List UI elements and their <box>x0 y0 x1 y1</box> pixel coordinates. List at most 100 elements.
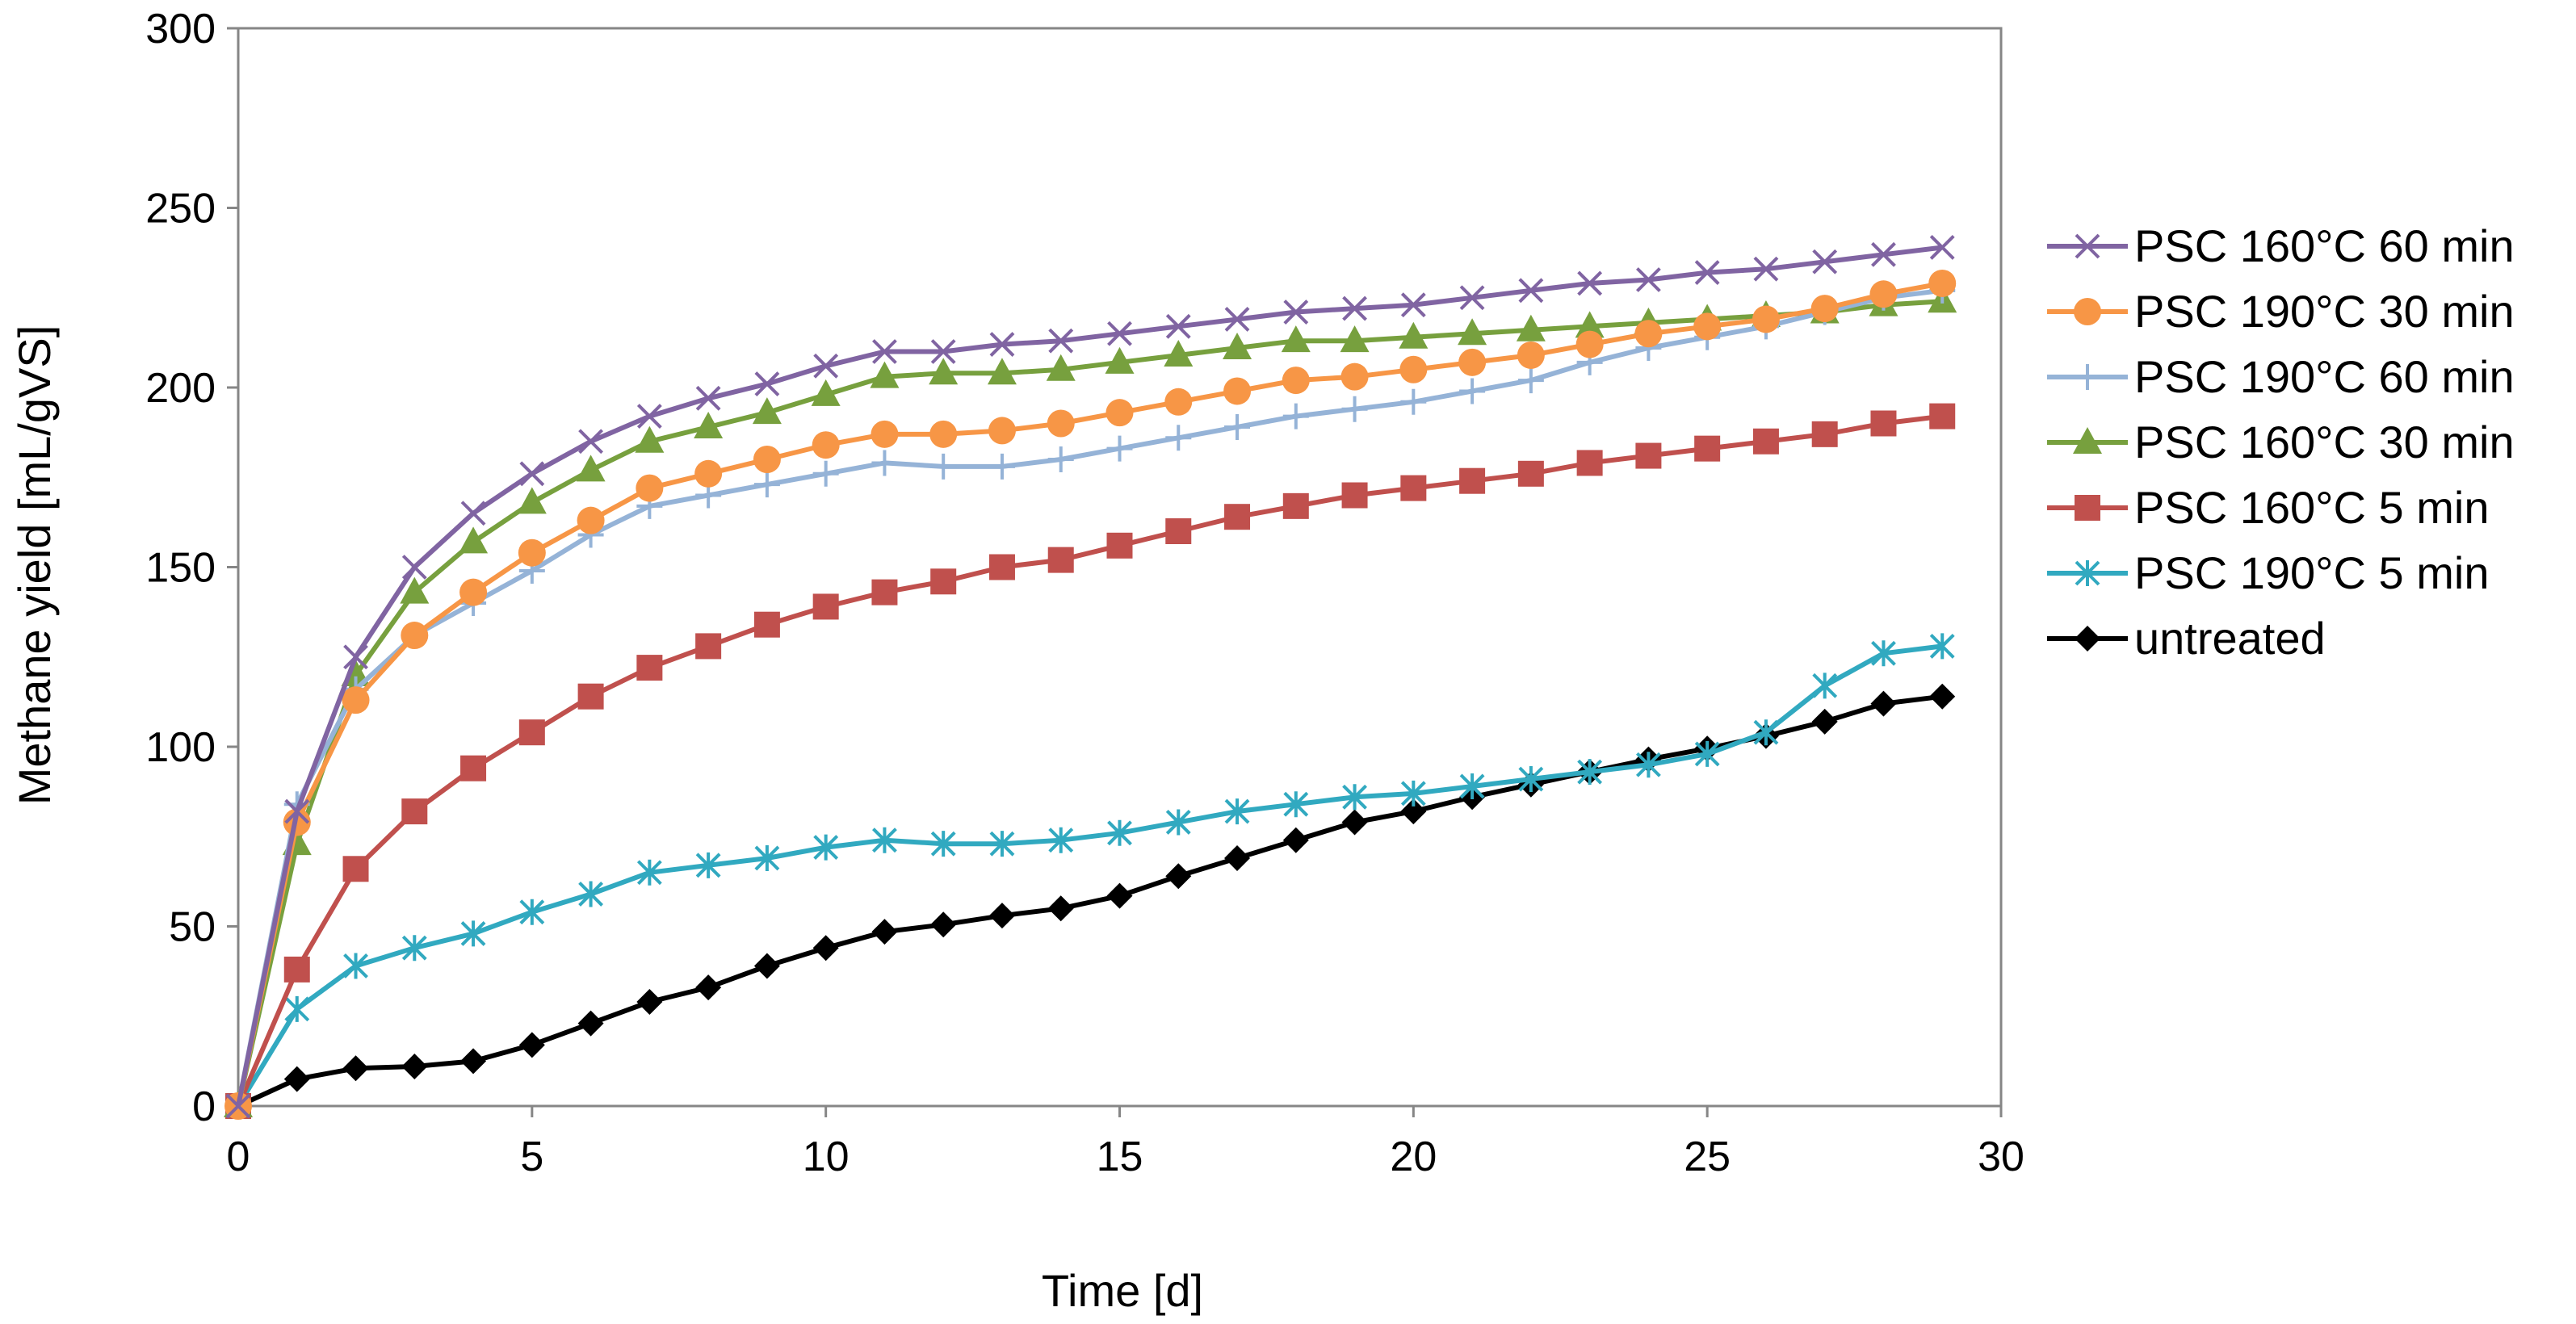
data-point <box>460 920 486 947</box>
data-point <box>1812 672 1838 699</box>
series-untreated <box>225 683 1956 1119</box>
data-point <box>1635 752 1661 778</box>
axis-layer: 0 50 100 150 200 250 300 0 5 10 15 20 25 30 <box>145 6 2024 1180</box>
data-point <box>1106 882 1133 909</box>
data-point <box>694 459 723 488</box>
data-point <box>1400 292 1426 318</box>
series-psc-190-c-30-min <box>224 269 1957 1120</box>
data-point <box>1283 791 1309 818</box>
data-point <box>930 831 956 857</box>
data-point <box>1871 640 1896 667</box>
x-tick-label: 10 <box>803 1133 850 1180</box>
data-point <box>283 1066 310 1092</box>
data-point <box>1282 492 1309 519</box>
data-point <box>459 578 488 606</box>
data-point <box>1399 321 1429 349</box>
data-point <box>1165 518 1192 544</box>
data-point <box>1224 413 1251 440</box>
data-point <box>1283 300 1309 325</box>
plot-area <box>237 27 2003 1108</box>
data-point <box>813 834 839 861</box>
data-point <box>400 576 430 604</box>
data-point <box>1869 280 1898 308</box>
data-point <box>517 487 547 514</box>
data-point <box>1282 367 1310 395</box>
data-point <box>1282 827 1309 853</box>
data-point <box>1577 270 1603 296</box>
legend-item: PSC 190°C 60 min <box>2047 351 2515 402</box>
data-point <box>577 683 604 710</box>
x-tick-label: 5 <box>520 1133 543 1180</box>
legend-item: PSC 160°C 60 min <box>2047 220 2515 271</box>
legend-marker <box>2075 364 2100 390</box>
data-point <box>1223 377 1252 405</box>
data-point <box>1518 278 1544 304</box>
data-point <box>871 450 898 476</box>
data-point <box>694 411 724 438</box>
data-point <box>930 911 957 938</box>
data-point <box>1753 256 1779 282</box>
data-point <box>1694 260 1720 286</box>
data-point <box>1517 367 1544 394</box>
data-point <box>754 844 780 871</box>
x-tick-label: 0 <box>227 1133 250 1180</box>
data-point <box>1048 827 1074 853</box>
data-point <box>284 798 310 824</box>
data-point <box>1459 467 1486 494</box>
y-tick-label: 100 <box>145 724 216 771</box>
data-point <box>1106 532 1133 559</box>
data-point <box>1812 249 1838 274</box>
data-point <box>635 425 665 453</box>
data-point <box>1635 267 1661 292</box>
data-point <box>1165 425 1192 451</box>
x-tick-label: 20 <box>1390 1133 1437 1180</box>
data-point <box>1694 740 1720 767</box>
data-point <box>518 1032 545 1058</box>
data-point <box>636 474 664 502</box>
data-point <box>460 755 487 781</box>
data-point <box>1224 504 1251 530</box>
legend-item: PSC 160°C 5 min <box>2047 482 2489 533</box>
data-point <box>578 881 604 907</box>
data-point <box>871 919 898 945</box>
data-point <box>989 831 1015 857</box>
y-tick-label: 50 <box>169 904 216 951</box>
legend-marker <box>2075 233 2100 259</box>
data-point <box>1518 766 1544 793</box>
legend-label: untreated <box>2134 613 2326 664</box>
data-point <box>342 1055 369 1082</box>
series-line <box>236 299 1943 1107</box>
data-point <box>1281 325 1311 353</box>
data-point <box>1400 475 1427 501</box>
data-point <box>812 935 839 962</box>
data-point <box>1340 362 1369 391</box>
data-point <box>1517 460 1544 487</box>
data-point <box>1223 333 1252 360</box>
data-point <box>929 420 958 448</box>
data-point <box>1164 388 1193 416</box>
data-point <box>342 686 370 714</box>
data-point <box>987 358 1017 385</box>
legend-label: PSC 190°C 5 min <box>2134 547 2489 598</box>
data-point <box>1811 708 1838 735</box>
data-point <box>401 935 427 962</box>
series-layer <box>224 235 1957 1120</box>
legend-label: PSC 160°C 60 min <box>2134 220 2515 271</box>
data-point <box>930 568 957 595</box>
data-point <box>1575 330 1604 358</box>
legend-marker <box>2075 626 2100 652</box>
y-tick-label: 250 <box>145 186 216 233</box>
data-point <box>754 371 780 396</box>
y-tick-label: 200 <box>145 365 216 412</box>
data-point <box>1224 844 1251 871</box>
data-point <box>1575 311 1605 338</box>
data-point <box>1400 780 1426 807</box>
data-point <box>1047 446 1074 472</box>
data-point <box>1458 348 1487 376</box>
data-point <box>401 798 428 825</box>
data-point <box>988 417 1016 445</box>
data-point <box>1224 307 1250 332</box>
data-point <box>870 361 900 388</box>
data-point <box>519 899 545 925</box>
x-tick-label: 15 <box>1097 1133 1143 1180</box>
